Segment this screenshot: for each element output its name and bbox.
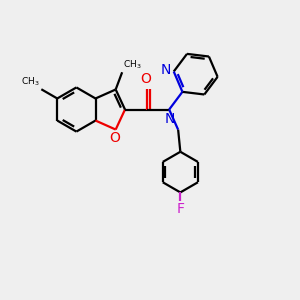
- Text: CH$_3$: CH$_3$: [21, 76, 39, 88]
- Text: N: N: [164, 112, 175, 127]
- Text: O: O: [140, 72, 151, 86]
- Text: O: O: [109, 131, 120, 145]
- Text: CH$_3$: CH$_3$: [123, 58, 142, 71]
- Text: N: N: [160, 63, 171, 76]
- Text: F: F: [176, 202, 184, 216]
